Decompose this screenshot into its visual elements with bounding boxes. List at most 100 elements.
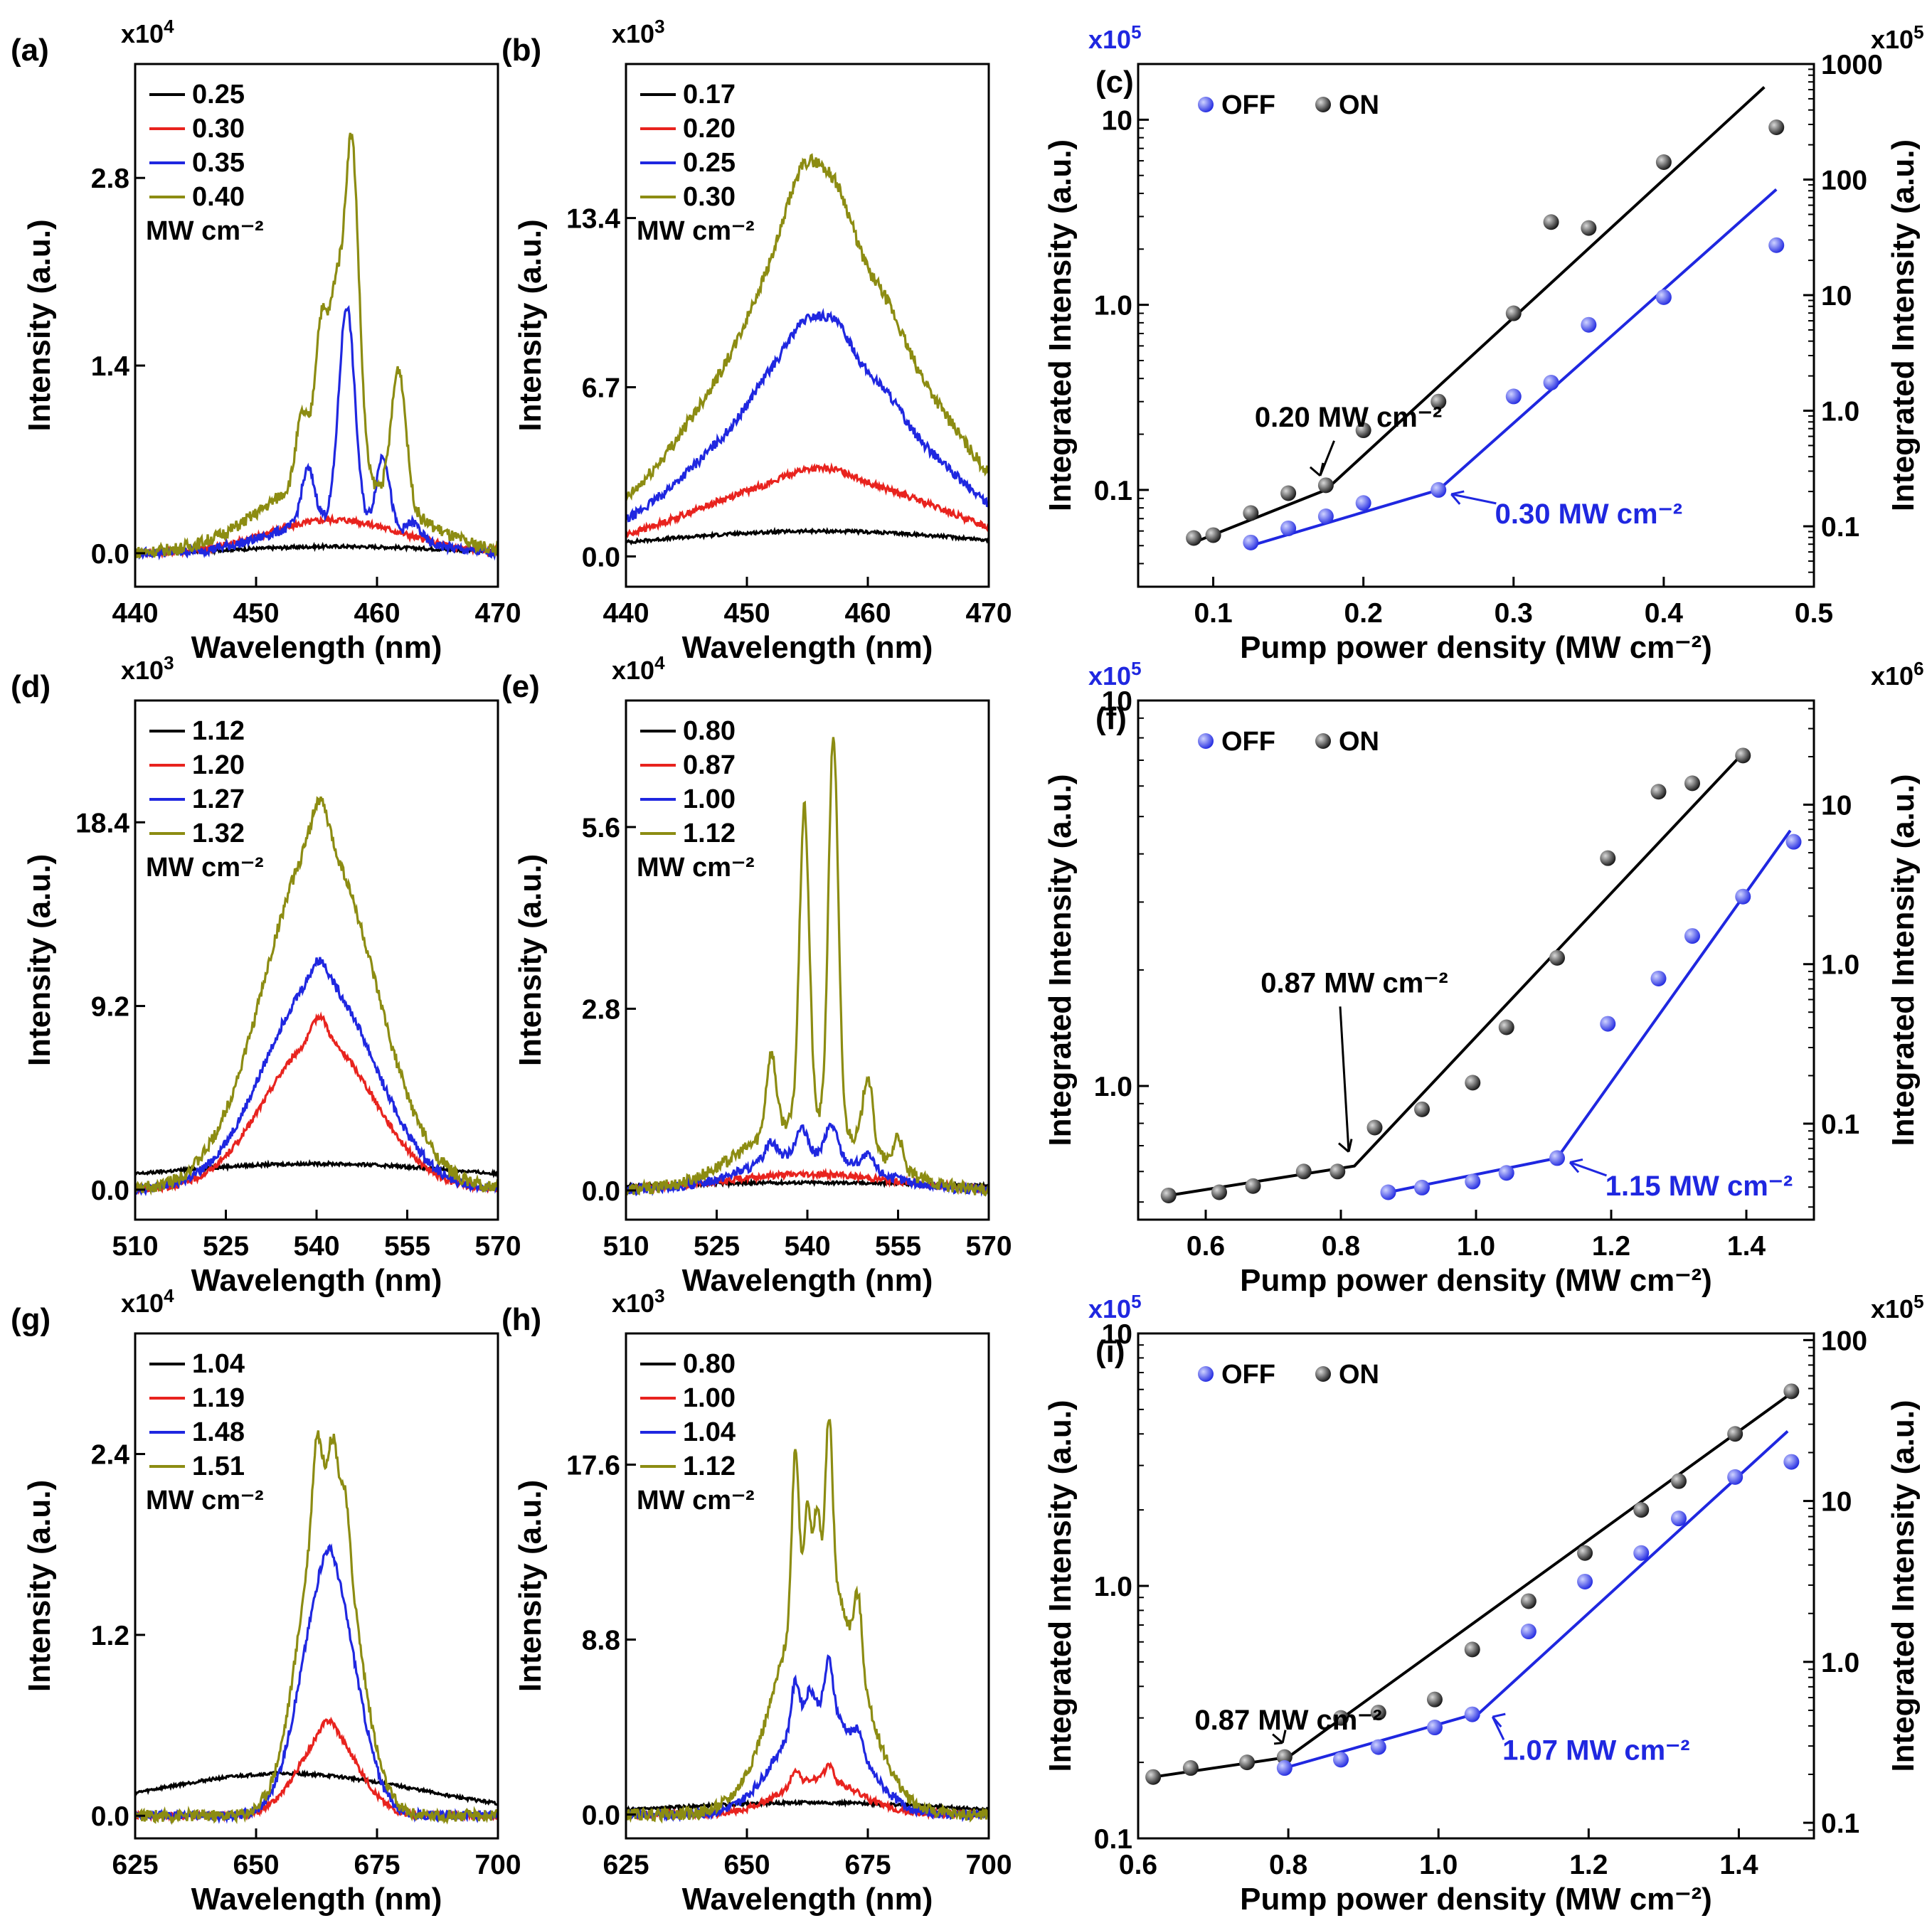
y-tick-label: 17.6 [566,1450,620,1481]
plot-frame [625,1332,990,1840]
y-tick-label: 8.8 [582,1625,620,1656]
off-data-point [1520,1624,1536,1640]
legend-off-label: OFF [1221,1360,1275,1390]
y-tick-label: 0.0 [582,542,620,572]
x-tick-label: 510 [603,1231,649,1262]
x-tick-label: 0.6 [1119,1850,1157,1880]
annotation-off-arrowhead [1569,1158,1583,1173]
off-data-point [1655,289,1672,305]
off-data-point [1581,316,1597,333]
on-data-point [1498,1019,1514,1035]
legend-off-label: OFF [1221,90,1275,120]
off-data-point [1684,928,1700,944]
annotation-on-arrowhead [1338,1139,1353,1153]
y2-tick-label: 10 [1821,1487,1852,1518]
off-data-point [1465,1173,1481,1190]
multiplier-right: x106 [1871,658,1924,691]
x-tick-label: 460 [354,598,400,629]
off-data-point [1317,508,1334,525]
legend-off-marker [1198,733,1214,749]
x-tick-label: 675 [354,1850,400,1880]
legend-unit: MW cm⁻² [146,216,264,246]
y-tick-label: 10 [1102,686,1132,717]
off-data-point [1280,520,1297,536]
annotation-off-arrowhead [1450,490,1465,505]
annotation-off-arrow [1450,493,1497,505]
on-data-point [1239,1754,1256,1771]
x-tick-label: 650 [723,1850,770,1880]
y-tick-label: 13.4 [566,204,620,235]
off-data-point [1727,1469,1743,1485]
legend-off-marker [1198,1366,1214,1382]
annotation-off-arrowhead [1492,1712,1506,1728]
annotation-on-threshold: 0.87 MW cm⁻² [1260,967,1448,998]
off-data-point [1243,534,1259,550]
x-tick-label: 540 [784,1231,830,1262]
on-data-point [1768,119,1785,136]
annotation-off-arrow [1569,1161,1608,1177]
x-tick-label: 540 [293,1231,339,1262]
y-axis-title-right: Integrated Intensity (a.u.) [1886,774,1921,1146]
off-data-point [1370,1739,1386,1755]
x-tick-label: 470 [474,598,521,629]
x-tick-label: 440 [603,598,649,629]
on-data-point [1160,1187,1177,1203]
y2-tick-label: 100 [1821,1326,1867,1356]
legend-entry: 0.87 [683,750,736,780]
multiplier-label: x104 [612,652,665,685]
panel-label: (f) [1095,701,1127,736]
legend-unit: MW cm⁻² [146,1486,264,1516]
legend-entry: 1.51 [192,1451,245,1481]
on-data-point [1543,214,1559,230]
x-axis-title: Wavelength (nm) [682,1263,933,1298]
legend-entry: 0.80 [683,1349,736,1379]
x-tick-label: 1.0 [1457,1231,1495,1262]
on-data-point [1520,1593,1536,1609]
legend-entry: 1.19 [192,1383,245,1413]
on-data-point [1655,154,1672,170]
on-data-point [1671,1473,1687,1489]
legend-entry: 0.17 [683,80,736,110]
y-tick-label: 0.0 [91,539,129,570]
x-tick-label: 555 [875,1231,921,1262]
legend-off-label: OFF [1221,727,1275,757]
x-axis-title: Wavelength (nm) [191,1882,442,1917]
on-data-point [1431,393,1447,410]
y-tick-label: 1.2 [91,1621,129,1651]
multiplier-label: x104 [121,16,174,48]
legend-entry: 1.04 [683,1417,736,1447]
y2-tick-label: 0.1 [1821,1109,1859,1140]
off-fit-line [1250,188,1778,548]
legend-on-label: ON [1339,727,1379,757]
legend-unit: MW cm⁻² [146,853,264,883]
panel-g: 625 650 675 700 0.0 1.2 2.4 Wavelength (nm) Inte… [11,1285,521,1917]
off-data-point [1650,970,1667,986]
multiplier-label: x103 [612,1285,665,1318]
on-data-point [1600,850,1616,866]
panel-label: (d) [11,669,51,704]
legend-entry: 1.20 [192,750,245,780]
x-tick-label: 525 [203,1231,249,1262]
y-tick-label: 0.0 [582,1800,620,1831]
x-axis-title: Pump power density (MW cm⁻²) [1240,630,1712,665]
annotation-off-threshold: 1.15 MW cm⁻² [1605,1171,1793,1202]
y2-tick-label: 100 [1821,166,1867,196]
on-data-point [1355,422,1371,439]
on-data-point [1145,1769,1162,1785]
y-axis-title: Intensity (a.u.) [22,1480,57,1692]
y-axis-title: Intensity (a.u.) [513,1480,548,1692]
series-line-0.30 [625,153,990,503]
x-tick-label: 700 [474,1850,521,1880]
multiplier-right: x105 [1871,1291,1924,1323]
plot-frame [1137,63,1815,588]
on-data-point [1426,1691,1443,1708]
off-data-point [1333,1752,1349,1768]
multiplier-label: x103 [612,16,665,48]
y-tick-label: 2.8 [91,164,129,194]
x-tick-label: 625 [112,1850,158,1880]
y-axis-title: Intensity (a.u.) [513,854,548,1066]
on-data-point [1245,1178,1261,1194]
legend-on-label: ON [1339,1360,1379,1390]
x-tick-label: 555 [384,1231,430,1262]
y-axis-title-left: Integrated Intensity (a.u.) [1043,774,1078,1146]
